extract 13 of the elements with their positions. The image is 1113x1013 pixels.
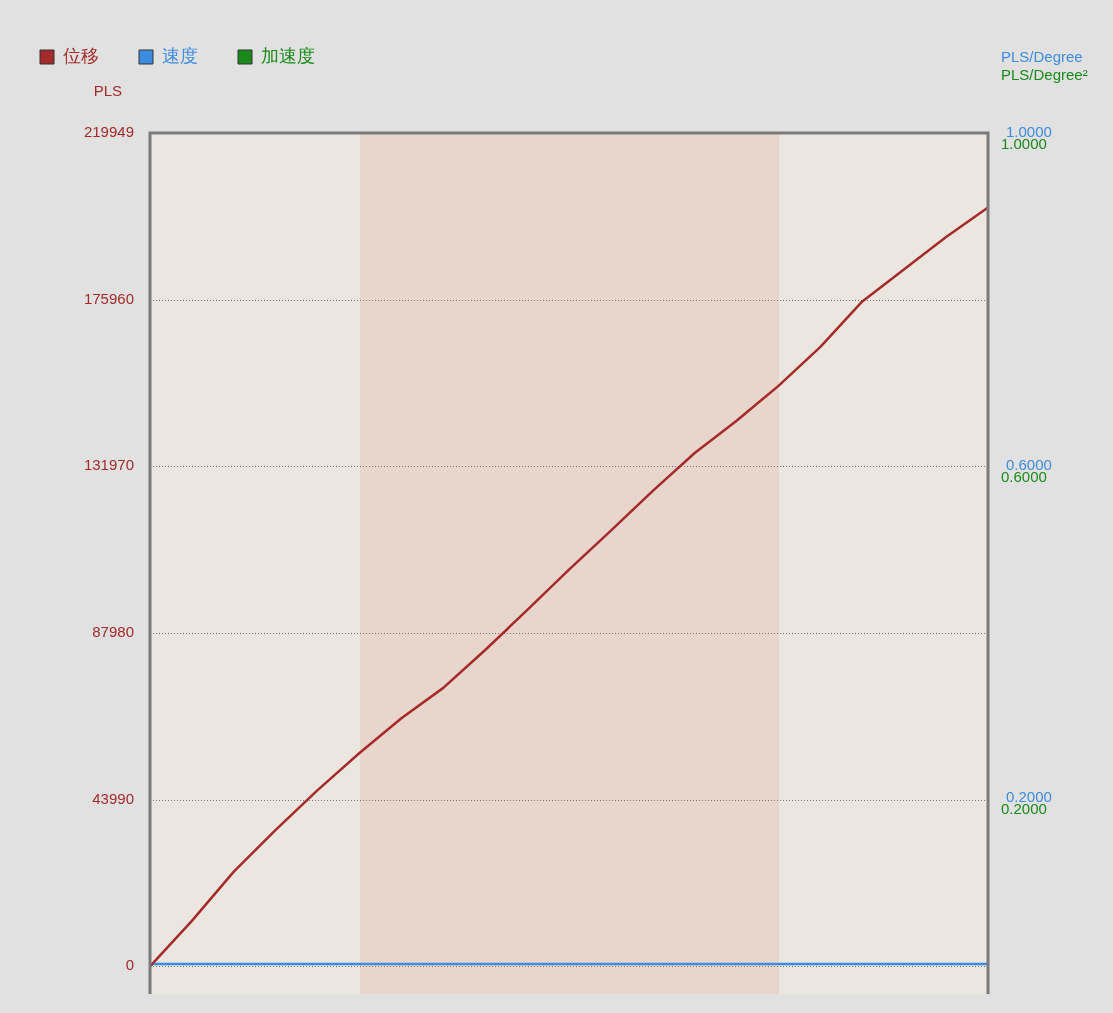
y-tick-label: 0 [125,956,134,974]
y-tick-label: 175960 [83,289,134,307]
y2-axis-title: PLS/Degree [1001,48,1083,66]
y-axis-title: PLS [93,82,122,100]
y-tick-label: 219949 [83,123,134,141]
legend-label: 位移 [63,44,99,66]
y-tick-label: 87980 [92,623,134,641]
y-tick-label: 43990 [92,789,134,807]
legend-label: 加速度 [261,44,315,66]
y-tick-label: 131970 [83,456,134,474]
legend-label: 速度 [162,44,198,66]
y3-axis-title: PLS/Degree² [1001,66,1088,84]
y2-tick-label: 0.6000 [1006,455,1052,473]
